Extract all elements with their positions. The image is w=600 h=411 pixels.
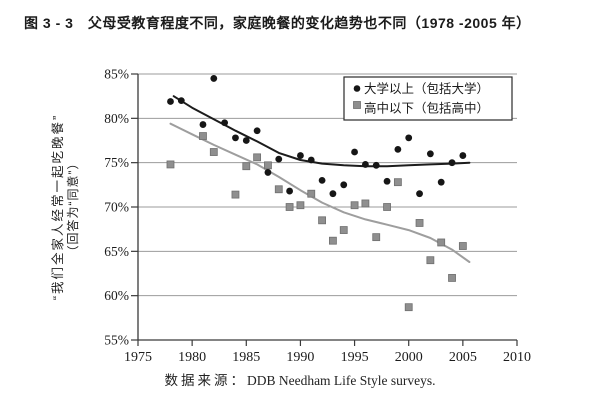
y-axis-title-line2: （回答为“同意”）	[66, 156, 80, 258]
data-point-college	[253, 127, 261, 135]
source-note: 数据来源：DDB Needham Life Style surveys.	[0, 369, 600, 389]
y-tick-label: 70%	[104, 200, 129, 215]
data-point-highschool	[242, 162, 251, 171]
data-point-highschool	[231, 190, 240, 199]
x-tick-label: 1995	[341, 350, 369, 365]
x-tick-label: 2000	[395, 350, 423, 365]
data-point-highschool	[253, 153, 262, 162]
x-tick-label: 1980	[178, 350, 206, 365]
data-point-college	[405, 134, 413, 142]
data-point-highschool	[318, 216, 326, 225]
data-point-highschool	[383, 203, 391, 211]
data-point-highschool	[404, 303, 413, 312]
x-tick-label: 2005	[449, 350, 477, 365]
y-axis-title: “我们全家人经常一起吃晚餐” （回答为“同意”）	[51, 57, 81, 357]
data-point-college	[177, 97, 185, 104]
data-point-highschool	[426, 256, 435, 265]
data-point-highschool	[458, 242, 467, 250]
data-point-highschool	[393, 178, 402, 187]
legend-label-college: 大学以上（包括大学）	[364, 81, 489, 96]
data-point-college	[437, 178, 445, 186]
data-point-highschool	[296, 201, 305, 210]
data-point-college	[340, 181, 348, 189]
trend-line-college	[172, 95, 471, 168]
x-tick-label: 1975	[124, 350, 152, 365]
source-label: 数据来源：	[164, 373, 247, 388]
data-point-highschool	[361, 199, 370, 208]
y-tick-label: 55%	[104, 333, 129, 348]
data-point-college	[351, 148, 358, 156]
legend-box	[343, 76, 513, 121]
figure-title: 图 3 - 3 父母受教育程度不同，家庭晚餐的变化趋势也不同（1978 -200…	[24, 15, 531, 31]
data-point-college	[459, 152, 467, 159]
legend-label-highschool: 高中以下（包括高中）	[364, 101, 489, 116]
y-tick-label: 75%	[104, 155, 129, 170]
x-tick-label: 1990	[286, 350, 314, 365]
data-point-college	[232, 134, 239, 142]
legend-circle-marker-icon	[353, 85, 361, 92]
data-point-college	[426, 150, 434, 158]
data-point-college	[210, 75, 218, 82]
data-point-highschool	[166, 160, 175, 169]
data-point-college	[372, 161, 380, 169]
legend-square-marker-icon	[353, 101, 361, 109]
data-point-college	[383, 177, 391, 185]
y-tick-label: 80%	[104, 111, 129, 126]
y-axis-title-line1: “我们全家人经常一起吃晚餐”	[51, 113, 65, 301]
data-point-highschool	[274, 185, 283, 194]
data-point-college	[199, 121, 207, 128]
data-point-college	[242, 137, 250, 144]
trend-line-highschool	[169, 122, 471, 263]
data-point-college	[448, 159, 456, 167]
y-tick-label: 65%	[104, 244, 129, 259]
data-point-college	[307, 156, 315, 164]
data-point-college	[416, 190, 423, 198]
data-point-highschool	[209, 148, 218, 156]
x-tick-label: 2010	[503, 350, 531, 365]
y-tick-label: 60%	[104, 288, 129, 303]
data-point-college	[362, 161, 369, 168]
data-point-college	[286, 187, 293, 195]
data-point-highschool	[437, 238, 446, 247]
data-point-highschool	[339, 226, 348, 234]
data-point-highschool	[285, 203, 294, 211]
legend: 大学以上（包括大学） 高中以下（包括高中）	[343, 76, 513, 121]
data-point-highschool	[350, 201, 359, 210]
data-point-college	[394, 145, 402, 153]
data-point-highschool	[415, 219, 424, 227]
data-point-highschool	[372, 233, 381, 242]
data-point-highschool	[307, 189, 316, 198]
data-point-college	[275, 155, 283, 163]
data-point-college	[329, 190, 337, 198]
data-point-college	[167, 98, 174, 105]
data-point-college	[221, 119, 229, 127]
data-point-highschool	[199, 132, 207, 140]
data-point-college	[264, 169, 272, 176]
x-tick-label: 1985	[232, 350, 260, 365]
data-point-highschool	[329, 236, 337, 245]
plot-area: 55% 60% 65% 70% 75% 80% 85% 1975 1980 1985 1990 199…	[104, 67, 531, 366]
data-point-college	[318, 177, 326, 184]
y-tick-label: 85%	[104, 67, 129, 82]
data-point-highschool	[448, 274, 456, 282]
source-text: DDB Needham Life Style surveys.	[246, 373, 436, 388]
data-point-college	[297, 152, 304, 159]
data-point-highschool	[264, 161, 272, 170]
